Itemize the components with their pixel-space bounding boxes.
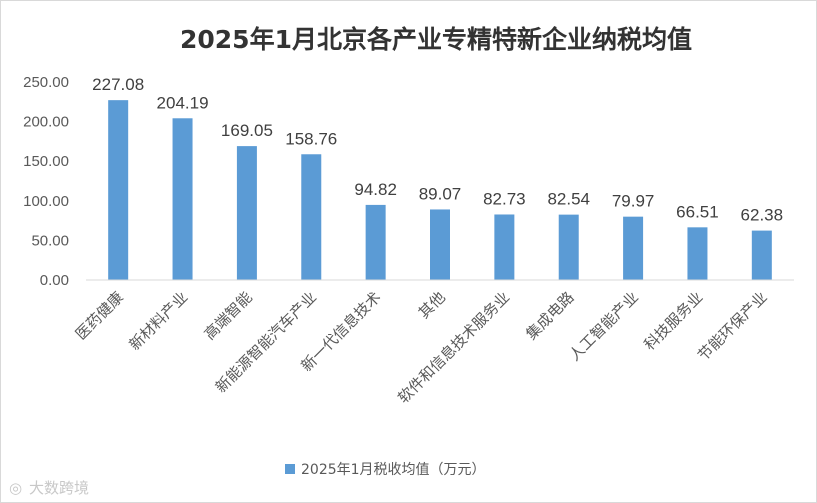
bar [172,118,193,280]
data-label: 82.73 [483,189,526,208]
y-tick-label: 200.00 [23,114,69,131]
data-label: 89.07 [419,184,462,203]
data-label: 169.05 [221,121,273,140]
watermark-logo-icon: ◎ [9,479,22,497]
data-label: 94.82 [354,180,397,199]
bar [623,216,644,280]
data-label: 66.51 [676,202,719,221]
bar [430,209,450,280]
x-tick-label: 医药健康 [72,288,127,343]
y-axis: 0.00 50.00 100.00 150.00 200.00 250.00 [23,74,69,289]
x-tick-label: 其他 [415,288,449,322]
bar [494,214,515,280]
y-tick-label: 100.00 [23,193,69,210]
bar [687,227,708,280]
y-tick-label: 250.00 [23,74,69,91]
data-label: 158.76 [285,129,337,148]
x-tick-label: 新材料产业 [126,288,192,354]
watermark-text: 大数跨境 [29,479,89,497]
y-tick-label: 50.00 [31,232,69,249]
data-labels: 227.08 204.19 169.05 158.76 94.82 89.07 82.73 8… [92,75,783,224]
bar [751,230,772,280]
bar [301,154,322,280]
data-label: 79.97 [612,192,655,211]
legend-label: 2025年1月税收均值（万元） [301,462,486,478]
x-tick-label: 人工智能产业 [566,288,642,364]
x-tick-label: 节能环保产业 [694,288,770,364]
y-tick-label: 0.00 [40,272,69,289]
bar [365,204,386,280]
chart-title: 2025年1月北京各产业专精特新企业纳税均值 [180,25,692,54]
x-tick-label: 软件和信息技术服务业 [394,288,513,407]
data-label: 82.54 [547,190,590,209]
x-tick-label: 集成电路 [522,288,577,343]
x-tick-label: 科技服务业 [641,288,707,354]
bar-series [108,100,772,280]
bar [108,100,129,280]
bar [558,214,579,280]
x-tick-label: 高端智能 [201,288,256,343]
data-label: 62.38 [741,206,784,225]
legend-swatch [285,464,295,474]
bar [236,146,257,280]
data-label: 204.19 [157,93,209,112]
data-label: 227.08 [92,75,144,94]
y-tick-label: 150.00 [23,153,69,170]
legend: 2025年1月税收均值（万元） [285,462,486,478]
watermark: ◎ 大数跨境 [9,479,89,497]
